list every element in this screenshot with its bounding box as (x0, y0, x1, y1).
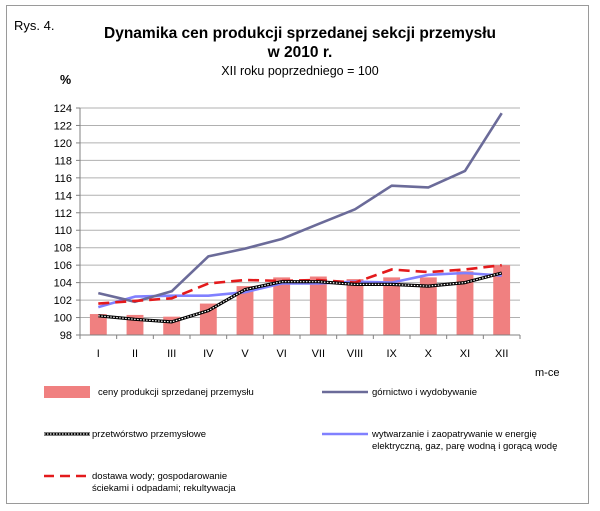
chart-title-line2: w 2010 r. (267, 44, 333, 61)
y-axis-unit-label: % (60, 73, 71, 87)
legend-item-ceny: ceny produkcji sprzedanej przemysłu (44, 386, 254, 398)
y-tick-label: 118 (54, 155, 72, 167)
legend-label-przetworstwo: przetwórstwo przemysłowe (92, 429, 206, 440)
bar (419, 277, 437, 335)
y-tick-label: 100 (54, 313, 72, 325)
x-tick-label: IX (386, 348, 397, 360)
y-tick-label: 110 (54, 225, 72, 237)
x-tick-label: III (167, 348, 176, 360)
y-tick-label: 124 (54, 103, 72, 115)
legend-swatch-ceny (44, 386, 90, 398)
y-tick-label: 104 (54, 278, 72, 290)
x-tick-label: VII (312, 348, 325, 360)
x-tick-label: II (132, 348, 138, 360)
legend-item-woda: dostawa wody; gospodarowanie ściekami i … (44, 471, 236, 494)
series-line-2-dots (98, 272, 502, 323)
y-tick-label: 98 (60, 330, 72, 342)
y-tick-label: 122 (54, 120, 72, 132)
legend-label-woda-line1: dostawa wody; gospodarowanie (92, 471, 227, 482)
y-tick-labels: 98 100 102 104 106 108 110 112 114 116 118 120 122 12… (54, 103, 80, 342)
x-tick-label: V (241, 348, 249, 360)
line-series (97, 112, 503, 324)
x-tick-label: IV (203, 348, 214, 360)
legend-item-przetworstwo: przetwórstwo przemysłowe (44, 429, 206, 440)
y-tick-label: 116 (54, 173, 72, 185)
y-tick-label: 102 (54, 295, 72, 307)
y-tick-label: 120 (54, 138, 72, 150)
x-tick-label: VI (276, 348, 286, 360)
series-line-1 (98, 112, 503, 304)
bar (236, 286, 254, 335)
y-tick-label: 108 (54, 243, 72, 255)
legend-label-woda-line2: ściekami i odpadami; rekultywacja (92, 483, 236, 494)
legend: ceny produkcji sprzedanej przemysłu górn… (44, 386, 557, 494)
figure-label: Rys. 4. (14, 18, 54, 33)
legend-label-energia-line2: elektryczną, gaz, parę wodną i gorącą wo… (372, 441, 557, 452)
bar (309, 276, 327, 335)
x-tick-label: XI (460, 348, 470, 360)
chart-title-line1: Dynamika cen produkcji sprzedanej sekcji… (104, 25, 496, 42)
y-tick-label: 114 (54, 190, 72, 202)
plot-area: 98 100 102 104 106 108 110 112 114 116 118 120 122 12… (54, 103, 521, 360)
bar (383, 277, 401, 335)
bar (273, 277, 291, 335)
x-tick-label: I (97, 348, 100, 360)
legend-label-ceny: ceny produkcji sprzedanej przemysłu (98, 387, 254, 398)
y-tick-label: 112 (54, 208, 72, 220)
bar (493, 265, 511, 335)
legend-label-energia-line1: wytwarzanie i zaopatrywanie w energię (371, 429, 537, 440)
bar (456, 271, 474, 335)
bar (89, 314, 107, 335)
y-tick-label: 106 (54, 260, 72, 272)
legend-item-energia: wytwarzanie i zaopatrywanie w energię el… (322, 429, 557, 452)
x-axis-label: m-ce (535, 367, 559, 379)
series-line-3 (97, 271, 502, 309)
plot-background (80, 108, 520, 335)
legend-label-gornictwo: górnictwo i wydobywanie (372, 387, 477, 398)
x-tick-label: X (425, 348, 433, 360)
x-tick-label: VIII (347, 348, 364, 360)
x-tick-label: XII (495, 348, 508, 360)
x-tick-labels: I II III IV V VI VII VIII IX X XI XII (79, 335, 521, 360)
chart-subtitle: XII roku poprzedniego = 100 (221, 64, 378, 78)
chart-frame (6, 5, 589, 504)
bar (346, 279, 364, 335)
legend-item-gornictwo: górnictwo i wydobywanie (322, 387, 477, 398)
